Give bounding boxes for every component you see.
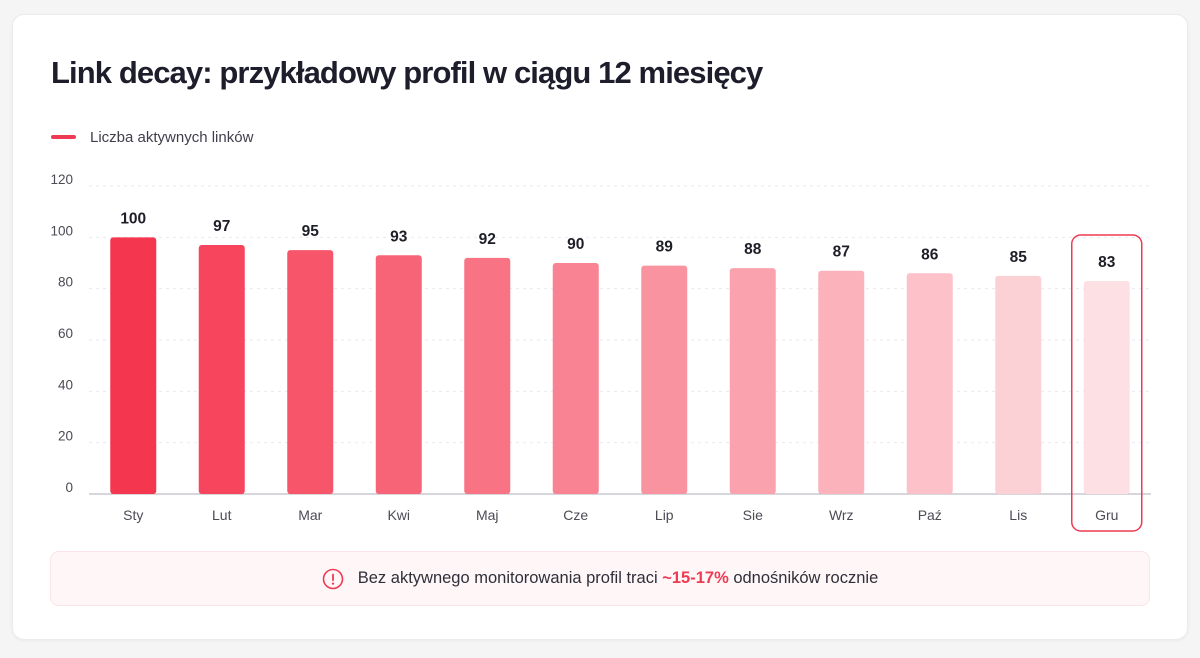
x-tick-label: Mar (298, 507, 322, 523)
bar (729, 268, 776, 494)
legend-swatch (51, 135, 76, 139)
legend-label: Liczba aktywnych linków (90, 128, 254, 146)
data-label: 100 (120, 210, 146, 227)
callout-emphasis: ~15-17% (662, 569, 729, 587)
data-label: 90 (567, 236, 584, 253)
x-tick-label: Gru (1095, 507, 1118, 523)
bar (552, 263, 599, 494)
x-tick-label: Maj (476, 507, 499, 523)
bar (110, 237, 157, 495)
y-tick-label: 120 (50, 172, 73, 187)
highlight (1071, 234, 1143, 532)
y-tick-label: 60 (58, 326, 73, 341)
bar (995, 275, 1042, 494)
data-label: 86 (921, 246, 939, 263)
x-tick-label: Paź (918, 507, 942, 523)
bar (818, 270, 865, 494)
y-tick-label: 80 (58, 275, 73, 290)
bar (198, 245, 245, 494)
y-tick-label: 40 (58, 377, 73, 392)
data-label: 97 (213, 218, 230, 235)
x-tick-label: Wrz (829, 507, 854, 523)
data-label: 89 (656, 239, 674, 256)
x-tick-label: Lip (655, 507, 674, 523)
x-axis: Sty Lut Mar Kwi Maj Cze Lip Sie Wrz Paź Lis Gru (123, 507, 1118, 523)
x-tick-label: Kwi (387, 507, 410, 523)
x-tick-label: Sty (123, 507, 143, 523)
data-label: 85 (1010, 249, 1028, 266)
bar (464, 257, 511, 494)
callout-text-before: Bez aktywnego monitorowania profil traci (357, 569, 663, 587)
y-grid (89, 185, 1151, 444)
x-tick-label: Lut (212, 507, 232, 523)
chart-title: Link decay: przykładowy profil w ciągu 1… (51, 55, 763, 90)
y-axis: 0 20 40 60 80 100 120 (50, 172, 1151, 495)
chart-legend: Liczba aktywnych linków (51, 127, 253, 147)
callout-text-after: odnośników rocznie (728, 569, 879, 587)
bar (906, 273, 953, 494)
highlight-box (1071, 234, 1143, 532)
x-tick-label: Cze (563, 507, 588, 523)
bar (287, 250, 334, 494)
data-label: 83 (1098, 254, 1116, 271)
x-tick-label: Lis (1009, 507, 1027, 523)
bar (641, 265, 688, 494)
x-tick-label: Sie (743, 507, 763, 523)
callout-text: Bez aktywnego monitorowania profil traci… (358, 569, 879, 588)
data-label: 92 (479, 231, 496, 248)
y-tick-label: 0 (65, 480, 73, 495)
info-callout: Bez aktywnego monitorowania profil traci… (50, 551, 1150, 606)
y-tick-label: 20 (58, 429, 73, 444)
data-label: 88 (744, 241, 762, 258)
bars (110, 237, 1130, 495)
data-label: 95 (302, 223, 320, 240)
bar-chart: 0 20 40 60 80 100 120 100 97 95 93 92 90 89 88 87 86 85 8… (50, 172, 1151, 532)
chart-card: Link decay: przykładowy profil w ciągu 1… (12, 14, 1188, 640)
data-label: 87 (833, 244, 850, 261)
value-labels: 100 97 95 93 92 90 89 88 87 86 85 83 (120, 210, 1115, 271)
data-label: 93 (390, 228, 408, 245)
bar (1083, 280, 1130, 494)
y-tick-label: 100 (50, 223, 73, 238)
bar (375, 255, 422, 494)
info-circle-icon (322, 568, 344, 590)
